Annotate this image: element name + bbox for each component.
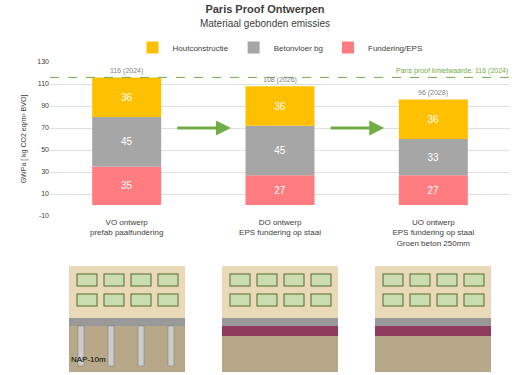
svg-text:45: 45	[121, 136, 133, 147]
svg-text:33: 33	[428, 152, 440, 163]
svg-text:DO ontwerpEPS fundering op sta: DO ontwerpEPS fundering op staal	[239, 218, 321, 237]
svg-text:Paris Proof OntwerpenMateriaal: Paris Proof OntwerpenMateriaal gebonden …	[200, 3, 330, 29]
svg-text:35: 35	[121, 180, 133, 191]
svg-text:GWPa [ kg CO2 eq/m² BVO]: GWPa [ kg CO2 eq/m² BVO]	[20, 95, 28, 184]
svg-text:130: 130	[37, 58, 49, 65]
svg-text:30: 30	[41, 168, 49, 175]
svg-text:36: 36	[274, 101, 286, 112]
svg-text:27: 27	[428, 185, 440, 196]
svg-text:NAP-10m: NAP-10m	[71, 355, 106, 364]
svg-text:36: 36	[121, 92, 133, 103]
svg-text:36: 36	[428, 114, 440, 125]
svg-text:50: 50	[41, 146, 49, 153]
svg-text:108 (2026): 108 (2026)	[263, 76, 297, 84]
svg-text:VO ontwerpprefab paalfundering: VO ontwerpprefab paalfundering	[90, 218, 163, 237]
svg-text:Betonvloer bg: Betonvloer bg	[274, 44, 323, 53]
svg-text:UO ontwerpEPS fundering op sta: UO ontwerpEPS fundering op staalGroen be…	[392, 218, 474, 248]
svg-text:-10: -10	[39, 212, 49, 219]
svg-text:110: 110	[38, 80, 49, 87]
svg-text:27: 27	[274, 185, 286, 196]
svg-text:Paris proof limietwaarde: 116: Paris proof limietwaarde: 116 (2024)	[396, 67, 508, 75]
svg-text:45: 45	[274, 145, 286, 156]
svg-text:90: 90	[41, 102, 49, 109]
svg-text:Fundering/EPS: Fundering/EPS	[368, 44, 422, 53]
svg-text:10: 10	[41, 190, 49, 197]
svg-text:96 (2028): 96 (2028)	[418, 89, 448, 97]
svg-text:Houtconstructie: Houtconstructie	[173, 44, 229, 53]
svg-text:70: 70	[41, 124, 49, 131]
svg-text:116 (2024): 116 (2024)	[110, 67, 143, 75]
